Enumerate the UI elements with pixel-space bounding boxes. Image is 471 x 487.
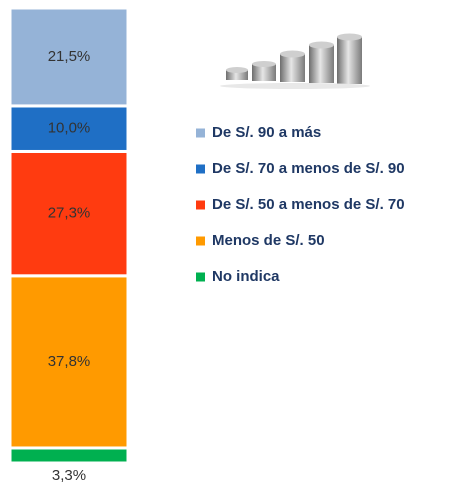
- legend-swatch: [196, 273, 205, 282]
- data-label: 10,0%: [48, 120, 91, 137]
- data-label: 3,3%: [52, 467, 86, 484]
- legend-label: De S/. 70 a menos de S/. 90: [212, 160, 405, 177]
- data-label: 37,8%: [48, 353, 91, 370]
- legend-swatch: [196, 129, 205, 138]
- legend-label: De S/. 90 a más: [212, 124, 321, 141]
- data-label: 21,5%: [48, 48, 91, 65]
- legend-label: De S/. 50 a menos de S/. 70: [212, 196, 405, 213]
- legend-swatch: [196, 237, 205, 246]
- data-label: 27,3%: [48, 205, 91, 222]
- legend-swatch: [196, 165, 205, 174]
- bar-segment: [10, 448, 128, 463]
- legend-label: Menos de S/. 50: [212, 232, 325, 249]
- legend-swatch: [196, 201, 205, 210]
- chart: 3,3% 37,8% 27,3% 10,0% 21,5% De S/. 90 a más D…: [0, 0, 471, 487]
- coins-image: [220, 34, 370, 90]
- legend-label: No indica: [212, 268, 280, 285]
